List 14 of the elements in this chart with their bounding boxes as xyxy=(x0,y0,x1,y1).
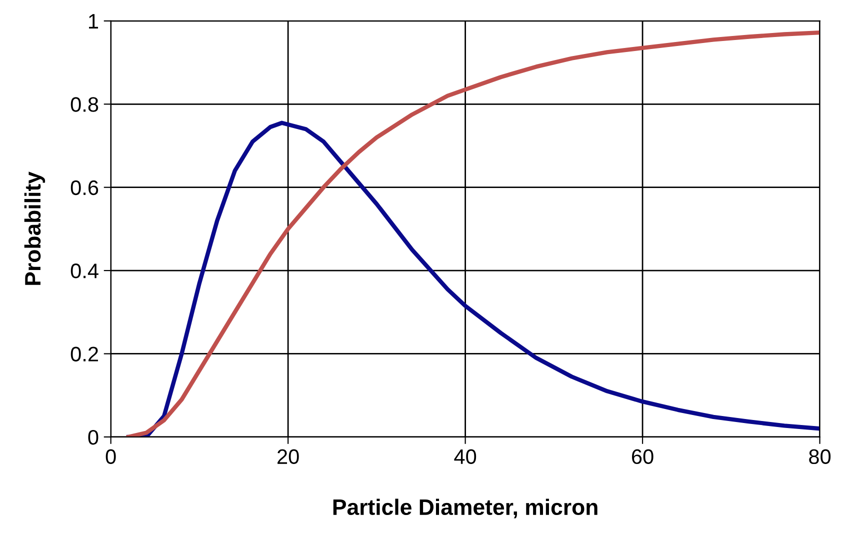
x-tick-label: 80 xyxy=(809,449,831,464)
y-tick-label: 0.2 xyxy=(70,346,98,362)
y-tick-label: 1 xyxy=(89,14,98,28)
y-tick-label: 0 xyxy=(88,430,98,445)
line-series xyxy=(126,30,820,437)
x-axis-title: Particle Diameter, micron xyxy=(333,498,598,518)
x-tick-label: 40 xyxy=(454,449,476,464)
y-tick-label: 0.6 xyxy=(70,180,98,196)
y-tick-label: 0.4 xyxy=(70,264,98,278)
x-tick-label: 0 xyxy=(106,449,116,464)
x-tick-label: 60 xyxy=(632,449,654,464)
y-axis-title: Probability xyxy=(24,172,46,285)
x-tick-label: 20 xyxy=(278,449,299,464)
y-tick-label: 0.8 xyxy=(70,97,98,112)
